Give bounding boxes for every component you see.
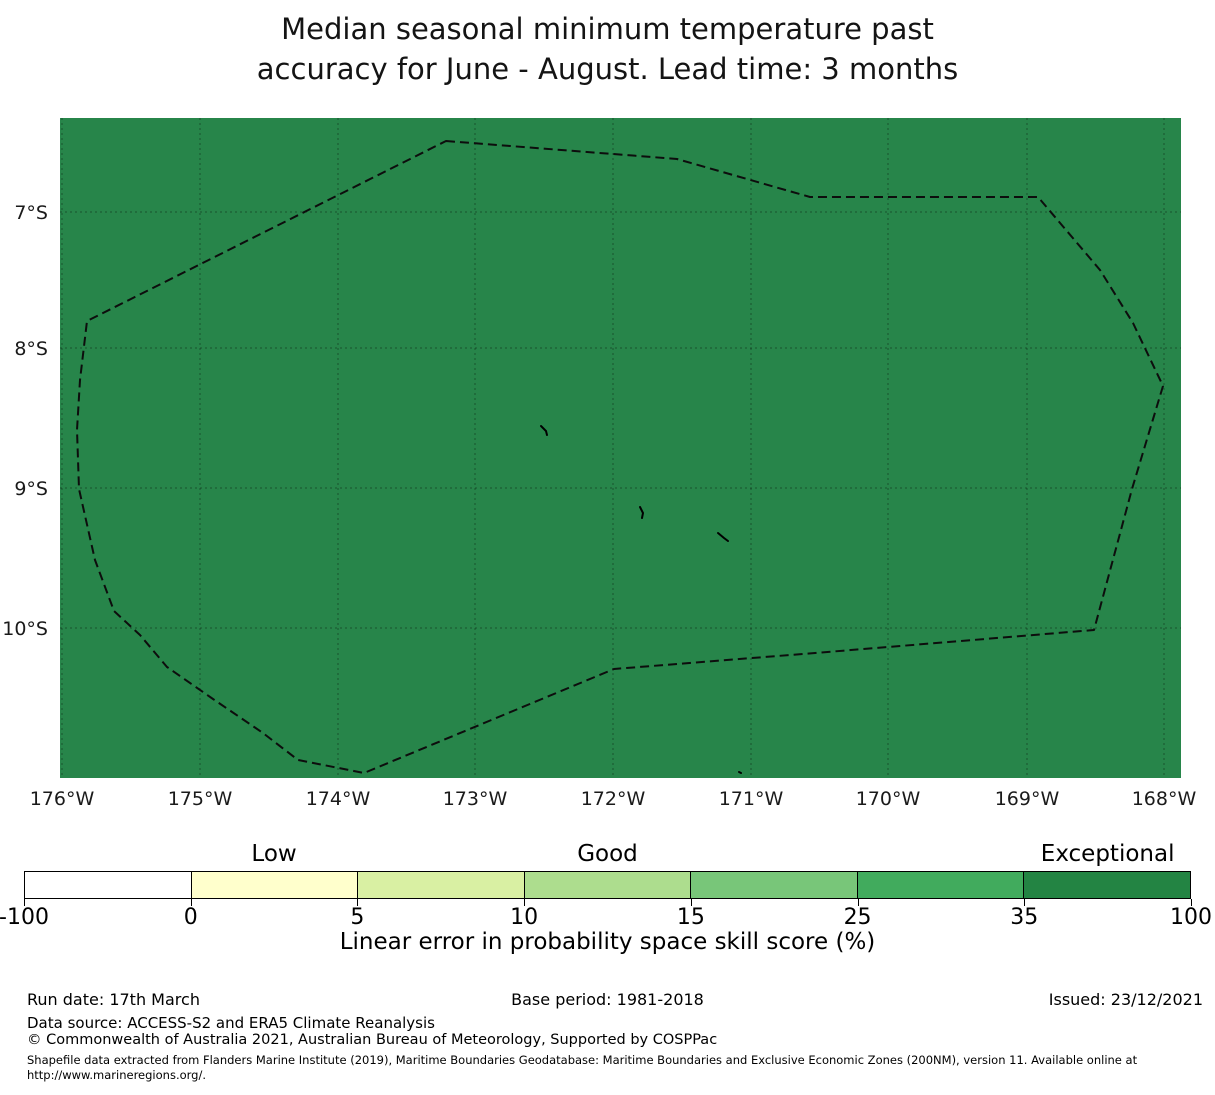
x-tick-label: 170°W: [856, 788, 921, 810]
island-mark: [738, 771, 742, 774]
issued-date-text: Issued: 23/12/2021: [1048, 990, 1203, 1009]
colorbar-segment: [357, 872, 524, 898]
x-tick-label: 171°W: [719, 788, 784, 810]
colorbar-tick-label: 10: [510, 905, 539, 930]
colorbar-tick-mark: [524, 899, 526, 906]
x-tick-label: 173°W: [443, 788, 508, 810]
colorbar-tick-mark: [1191, 899, 1192, 906]
x-tick-label: 174°W: [306, 788, 371, 810]
title-line-1: Median seasonal minimum temperature past: [281, 12, 934, 46]
colorbar-axis-label: Linear error in probability space skill …: [339, 929, 876, 955]
x-tick-label: 169°W: [995, 788, 1060, 810]
colorbar-tick-label: 0: [183, 905, 198, 930]
base-period-text: Base period: 1981-2018: [511, 990, 704, 1009]
x-tick-label: 168°W: [1132, 788, 1197, 810]
colorbar-tick-mark: [690, 899, 692, 906]
colorbar-category-label: Low: [251, 841, 297, 867]
colorbar-bar: [24, 871, 1191, 899]
data-source-text: Data source: ACCESS-S2 and ERA5 Climate …: [27, 1014, 435, 1032]
colorbar-tick-label: -100: [0, 905, 49, 930]
shapefile-note-text: Shapefile data extracted from Flanders M…: [27, 1053, 1138, 1082]
colorbar-segment: [25, 872, 191, 898]
colorbar-tick-label: 35: [1010, 905, 1039, 930]
figure-title: Median seasonal minimum temperature past…: [0, 9, 1215, 89]
colorbar-segment: [856, 872, 1024, 898]
colorbar-tick-mark: [857, 899, 859, 906]
colorbar-category-label: Exceptional: [1040, 841, 1175, 867]
colorbar-tick-label: 25: [843, 905, 872, 930]
colorbar-segment: [690, 872, 857, 898]
colorbar-tick-label: 100: [1170, 905, 1212, 930]
copyright-text: © Commonwealth of Australia 2021, Austra…: [27, 1032, 718, 1048]
run-date-text: Run date: 17th March: [27, 990, 200, 1009]
colorbar-tick-mark: [24, 899, 25, 906]
x-tick-label: 175°W: [168, 788, 233, 810]
colorbar-segment: [190, 872, 358, 898]
colorbar-segment: [523, 872, 691, 898]
colorbar-segment: [1023, 872, 1191, 898]
y-tick-label: 8°S: [14, 338, 48, 360]
map-plot: 176°W 175°W 174°W 173°W 172°W 171°W 170°W 169°W…: [2, 118, 1197, 810]
colorbar-tick-label: 15: [676, 905, 705, 930]
title-line-2: accuracy for June - August. Lead time: 3…: [256, 52, 959, 86]
colorbar-tick-mark: [190, 899, 192, 906]
colorbar-category-label: Good: [577, 841, 638, 867]
y-tick-label: 10°S: [2, 618, 48, 640]
y-tick-label: 9°S: [14, 478, 48, 500]
colorbar-tick-mark: [1024, 899, 1026, 906]
island-mark: [639, 506, 645, 519]
map-region-fill: [60, 118, 1181, 778]
x-tick-label: 172°W: [581, 788, 646, 810]
colorbar-tick-label: 5: [350, 905, 365, 930]
island-mark: [540, 425, 548, 436]
y-tick-label: 7°S: [14, 202, 48, 224]
island-mark: [717, 532, 729, 542]
eez-boundary-line: [76, 140, 1164, 774]
x-tick-label: 176°W: [30, 788, 95, 810]
colorbar-tick-mark: [357, 899, 359, 906]
